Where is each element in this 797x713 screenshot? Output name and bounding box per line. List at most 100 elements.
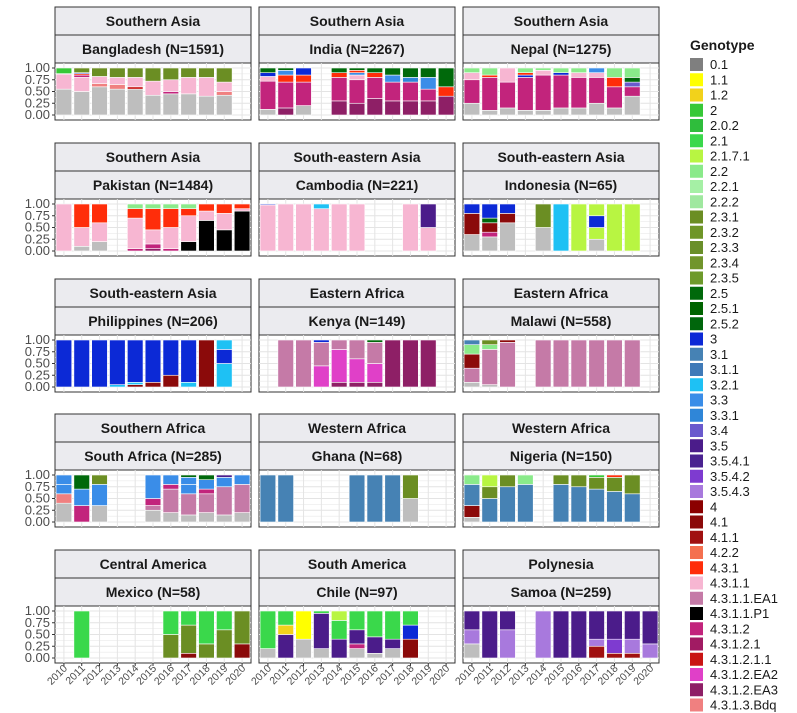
- bar-segment-4-3-1-1: [331, 203, 348, 252]
- bar-segment-3: [552, 72, 570, 76]
- strip-region-label: Polynesia: [528, 556, 594, 572]
- bar-segment-2-2: [180, 203, 197, 209]
- bar-segment-4-3-1-2-EA2: [331, 349, 348, 383]
- legend-swatch: [690, 515, 703, 529]
- legend-swatch: [690, 591, 703, 605]
- legend-label: 3.1.1: [710, 362, 739, 377]
- bar-segment-4-3-1-2-EA3: [348, 381, 366, 388]
- bar-segment-4-3-1-1: [109, 77, 126, 85]
- bar-segment-2-2: [624, 67, 641, 78]
- y-tick-label: 1.00: [25, 332, 50, 347]
- bar-segment-3-5-4-3: [463, 629, 481, 645]
- legend-label: 3.5: [710, 438, 728, 453]
- legend-swatch: [690, 637, 703, 651]
- legend-swatch: [690, 195, 703, 209]
- bar-segment-3-3: [420, 77, 437, 90]
- bar-segment-1-2: [277, 624, 294, 635]
- legend-label: 4.3.1.1: [710, 576, 750, 591]
- bar-segment-2-5: [259, 67, 277, 73]
- bar-segment-4-3-1-2-EA3: [384, 339, 401, 388]
- bar-segment-2-5: [366, 339, 383, 343]
- bar-segment-Other: [295, 638, 312, 659]
- bar-segment-3-3: [216, 477, 233, 488]
- legend-label: 2.5.1: [710, 301, 739, 316]
- bar-segment-2-2: [162, 203, 179, 209]
- bar-segment-3-3: [198, 479, 215, 490]
- bar-segment-4-3-1-2-EA3: [402, 100, 419, 116]
- bar-segment-4-3-1-1: [233, 208, 251, 212]
- bar-segment-4-1: [162, 374, 179, 388]
- bar-segment-2-1: [73, 610, 90, 659]
- y-tick-label: 0.00: [25, 379, 50, 394]
- bar-segment-4-3-1-1-EA1: [481, 349, 498, 385]
- legend-swatch: [690, 607, 703, 620]
- strip-country-label: Philippines (N=206): [88, 313, 218, 329]
- facet-panel: Eastern Africa Kenya (N=149): [258, 278, 456, 393]
- bar-segment-4-3-1-2: [259, 80, 277, 110]
- y-tick-label: 0.25: [25, 231, 50, 246]
- legend-swatch: [690, 119, 703, 132]
- legend-swatch: [690, 302, 703, 315]
- legend-swatch: [690, 256, 703, 270]
- strip-country-label: India (N=2267): [309, 41, 404, 57]
- bar-segment-4-3-1-1: [535, 70, 552, 76]
- bar-segment-2-2: [463, 344, 481, 355]
- bar-segment-Other: [198, 512, 215, 523]
- bar-segment-Other: [144, 94, 162, 116]
- bar-segment-3: [180, 339, 197, 383]
- bar-segment-3: [463, 203, 481, 214]
- strip-region-label: Southern Asia: [514, 13, 609, 29]
- bar-segment-4-3-1-2: [606, 86, 623, 109]
- bar-segment-3-3: [348, 72, 366, 76]
- legend-swatch: [690, 88, 703, 102]
- bar-segment-3: [144, 339, 162, 383]
- bar-segment-4-3-1-1: [55, 73, 73, 90]
- bar-segment-2-1: [162, 610, 179, 635]
- bar-segment-4-3-1-1-EA1: [144, 505, 162, 511]
- strip-region-label: Western Africa: [308, 420, 406, 436]
- strip-country-label: Ghana (N=68): [312, 448, 403, 464]
- legend-swatch: [690, 408, 703, 422]
- bar-segment-Other: [535, 110, 552, 116]
- bar-segment-3-3: [144, 474, 162, 499]
- legend-label: 4.3.1.2.EA3: [710, 682, 778, 697]
- bar-segment-3: [499, 203, 516, 214]
- bar-segment-2-1: [277, 610, 294, 626]
- bar-segment-2-2: [552, 67, 570, 73]
- facet-panel: Southern Asia India (N=2267): [258, 6, 456, 121]
- legend-swatch: [690, 317, 703, 331]
- legend-swatch: [690, 622, 703, 636]
- bar-segment-3-1: [366, 474, 383, 523]
- strip-country: [462, 306, 660, 336]
- bar-segment-2-2: [127, 203, 144, 209]
- strip-country: [54, 306, 252, 336]
- bar-segment-4-3-1-1: [313, 208, 330, 252]
- bar-segment-4-3-1-2: [162, 248, 179, 252]
- bar-segment-3-2-1: [216, 363, 233, 388]
- legend-label: 3.1: [710, 347, 728, 362]
- bar-segment-3-3: [180, 477, 197, 485]
- bar-segment-3-5: [313, 613, 330, 649]
- bar-segment-2-2: [463, 67, 481, 73]
- bar-segment-3-1: [384, 474, 401, 523]
- bar-segment-4-3-1-1-EA1: [570, 339, 587, 388]
- bar-segment-4-3-1: [216, 203, 233, 214]
- y-tick-label: 0.00: [25, 650, 50, 665]
- bar-segment-4-3-1-1: [198, 210, 215, 221]
- facet-panel: Southern Asia Nepal (N=1275): [462, 6, 660, 121]
- bar-segment-4-3-1: [180, 208, 197, 217]
- legend-label: 3.3: [710, 393, 728, 408]
- y-tick-label: 0.75: [25, 344, 50, 359]
- bar-segment-4-3-1: [606, 77, 623, 88]
- bar-segment-3: [259, 72, 277, 77]
- strip-country-label: South Africa (N=285): [84, 448, 222, 464]
- bar-segment-4-3-1-2-EA2: [313, 365, 330, 388]
- strip-country: [54, 441, 252, 471]
- bar-segment-3-5: [552, 610, 570, 659]
- bar-segment-4-1: [198, 339, 215, 388]
- strip-country: [258, 577, 456, 607]
- bar-segment-3-5: [348, 629, 366, 645]
- legend-swatch: [690, 698, 703, 712]
- bar-segment-Other: [606, 107, 623, 116]
- bar-segment-Other: [73, 246, 90, 252]
